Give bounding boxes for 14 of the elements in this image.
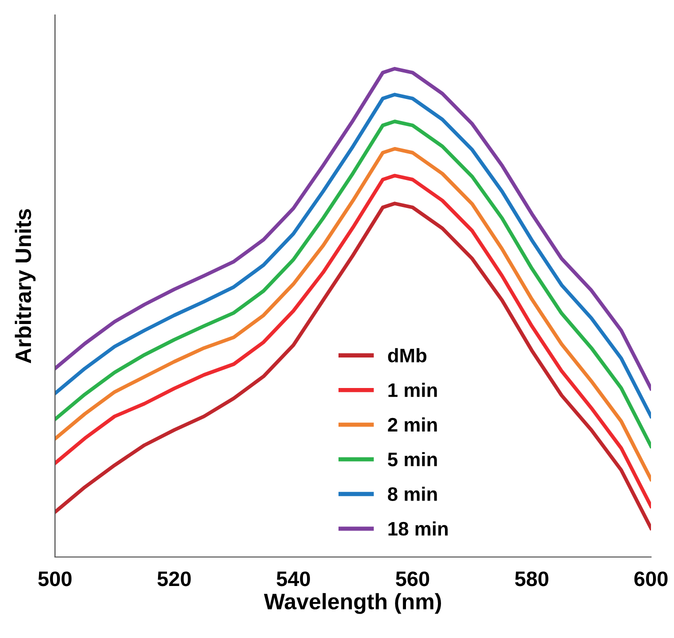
legend-label: 8 min bbox=[388, 486, 437, 502]
x-axis-title: Wavelength (nm) bbox=[264, 593, 441, 614]
x-tick-label: 500 bbox=[38, 571, 72, 586]
legend-label: 5 min bbox=[388, 452, 437, 466]
x-tick-label: 560 bbox=[396, 571, 430, 586]
x-tick-label: 540 bbox=[276, 571, 310, 586]
legend-label: 2 min bbox=[388, 417, 437, 432]
legend-label: 18 min bbox=[388, 521, 448, 536]
legend-label: dMb bbox=[388, 348, 426, 362]
x-tick-label: 580 bbox=[515, 571, 548, 586]
y-axis-title: Arbitrary Units bbox=[14, 209, 36, 364]
legend-label: 1 min bbox=[388, 382, 437, 397]
x-tick-label: 520 bbox=[157, 571, 191, 586]
x-tick-label: 600 bbox=[634, 571, 668, 586]
